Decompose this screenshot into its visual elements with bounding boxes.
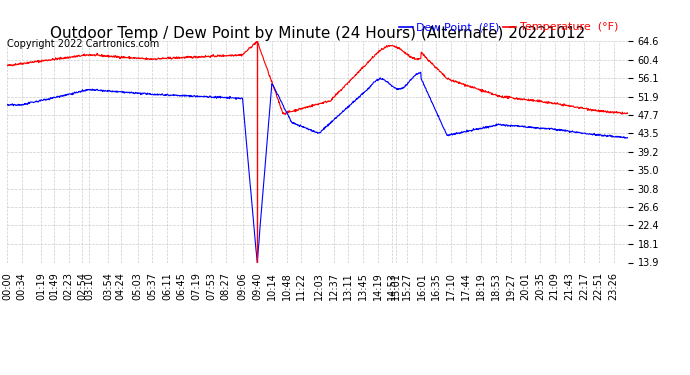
- Title: Outdoor Temp / Dew Point by Minute (24 Hours) (Alternate) 20221012: Outdoor Temp / Dew Point by Minute (24 H…: [50, 27, 585, 42]
- Legend: Dew Point  (°F), Temperature  (°F): Dew Point (°F), Temperature (°F): [395, 18, 622, 37]
- Text: Copyright 2022 Cartronics.com: Copyright 2022 Cartronics.com: [7, 39, 159, 50]
